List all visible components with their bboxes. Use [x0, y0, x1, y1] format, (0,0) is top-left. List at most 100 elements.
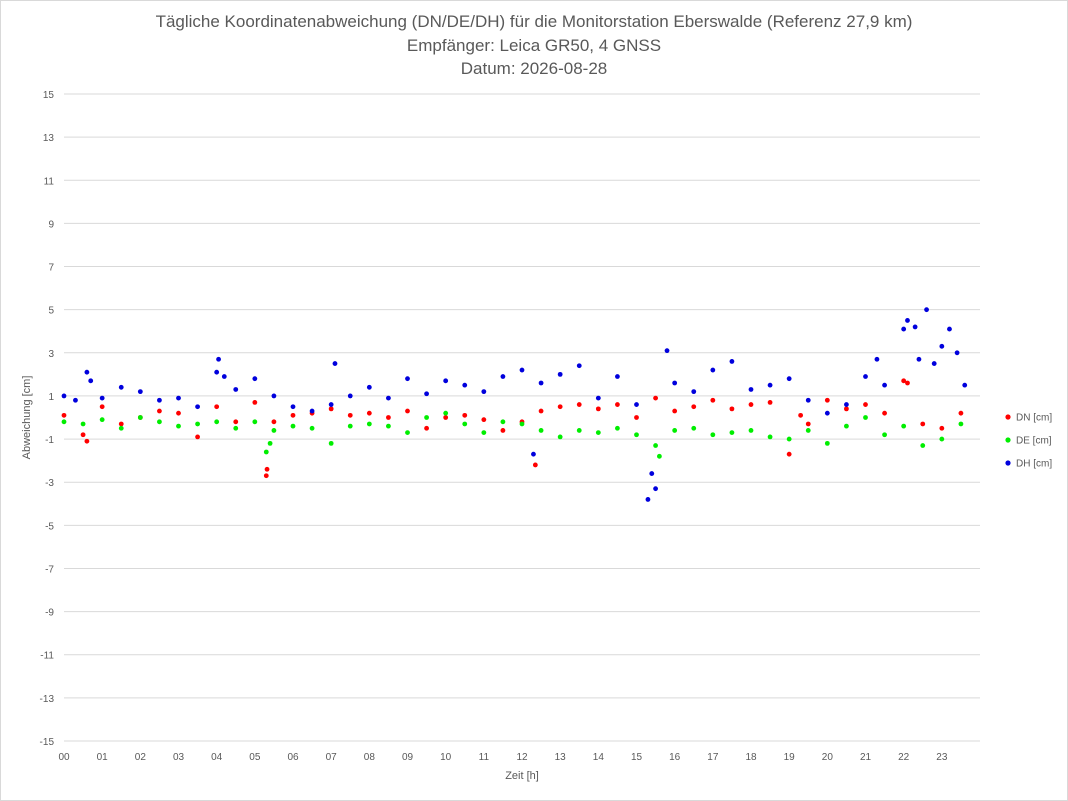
data-point	[939, 343, 945, 349]
data-point	[844, 423, 849, 429]
data-point	[118, 421, 124, 427]
data-point	[798, 412, 804, 418]
data-point	[931, 361, 937, 366]
x-tick-label: 09	[402, 752, 414, 763]
data-point	[118, 384, 124, 390]
chart-title: Tägliche Koordinatenabweichung (DN/DE/DH…	[155, 12, 913, 31]
data-point	[824, 410, 830, 416]
x-axis-label: Zeit [h]	[505, 770, 539, 782]
x-tick-label: 16	[669, 752, 681, 763]
data-point	[844, 406, 849, 412]
legend-label: DE [cm]	[1016, 436, 1052, 447]
x-tick-label: 21	[860, 752, 872, 763]
data-point	[634, 402, 639, 407]
x-tick-label: 19	[784, 752, 796, 763]
data-point	[634, 432, 639, 438]
data-point	[729, 430, 735, 435]
data-point	[271, 419, 277, 425]
data-points	[61, 307, 968, 502]
data-point	[328, 440, 334, 446]
data-point	[863, 415, 868, 420]
x-tick-label: 07	[326, 752, 338, 763]
data-point	[576, 402, 582, 407]
data-point	[786, 376, 792, 382]
x-tick-label: 13	[555, 752, 567, 763]
data-point	[176, 410, 181, 416]
data-point	[405, 376, 410, 382]
data-point	[80, 432, 86, 438]
data-point	[962, 382, 968, 388]
data-point	[912, 324, 918, 330]
data-point	[901, 378, 907, 384]
data-point	[481, 430, 487, 435]
data-point	[233, 387, 239, 392]
data-point	[710, 367, 716, 373]
x-tick-label: 20	[822, 752, 834, 763]
data-point	[443, 378, 449, 384]
chart-subtitle-date: Datum: 2026-08-28	[460, 59, 608, 78]
data-point	[595, 395, 601, 401]
data-point	[252, 400, 258, 405]
data-point	[844, 402, 849, 407]
data-point	[653, 395, 658, 401]
data-point	[901, 423, 907, 429]
series-2	[61, 307, 968, 502]
data-point	[557, 404, 563, 410]
data-point	[263, 449, 269, 455]
data-point	[691, 425, 697, 431]
data-point	[73, 397, 78, 403]
data-point	[645, 497, 651, 502]
data-point	[233, 425, 239, 431]
x-tick-label: 01	[97, 752, 109, 763]
data-point	[538, 428, 544, 433]
data-point	[267, 440, 273, 446]
data-point	[939, 436, 945, 442]
data-point	[405, 408, 410, 414]
data-point	[691, 389, 697, 395]
data-point	[874, 356, 880, 362]
data-point	[664, 348, 670, 354]
y-tick-labels: 15 13 11 9 7 5 3 1 -1 -3 -5 -7 -9 -11 -13 -15	[40, 90, 55, 748]
x-tick-label: 03	[173, 752, 185, 763]
y-tick-label: -3	[45, 478, 54, 489]
data-point	[519, 367, 525, 373]
data-point	[443, 415, 449, 420]
data-point	[424, 391, 429, 397]
data-point	[214, 404, 220, 410]
data-point	[672, 428, 678, 433]
data-point	[748, 402, 754, 407]
data-point	[328, 402, 334, 407]
data-point	[462, 421, 468, 427]
y-tick-label: 7	[48, 263, 54, 274]
data-point	[805, 428, 811, 433]
series-1	[61, 410, 964, 459]
data-point	[157, 408, 162, 414]
data-point	[901, 326, 907, 332]
y-tick-label: -7	[45, 564, 54, 575]
y-tick-label: 5	[48, 306, 54, 317]
data-point	[805, 421, 811, 427]
data-point	[347, 412, 353, 418]
data-point	[615, 402, 620, 407]
data-point	[264, 466, 270, 472]
data-point	[519, 421, 525, 427]
data-point	[649, 471, 655, 476]
data-point	[309, 425, 315, 431]
data-point	[386, 415, 391, 420]
data-point	[157, 419, 162, 425]
data-point	[905, 380, 910, 386]
data-point	[905, 318, 910, 323]
data-point	[576, 428, 582, 433]
data-point	[481, 389, 487, 395]
y-tick-label: -11	[40, 651, 54, 662]
data-point	[221, 374, 227, 379]
data-point	[99, 395, 105, 401]
y-tick-label: -13	[40, 694, 55, 705]
y-tick-label: -9	[45, 608, 54, 619]
data-point	[386, 395, 391, 401]
x-tick-label: 05	[249, 752, 261, 763]
data-point	[424, 415, 429, 420]
data-point	[99, 417, 105, 423]
data-point	[462, 412, 468, 418]
